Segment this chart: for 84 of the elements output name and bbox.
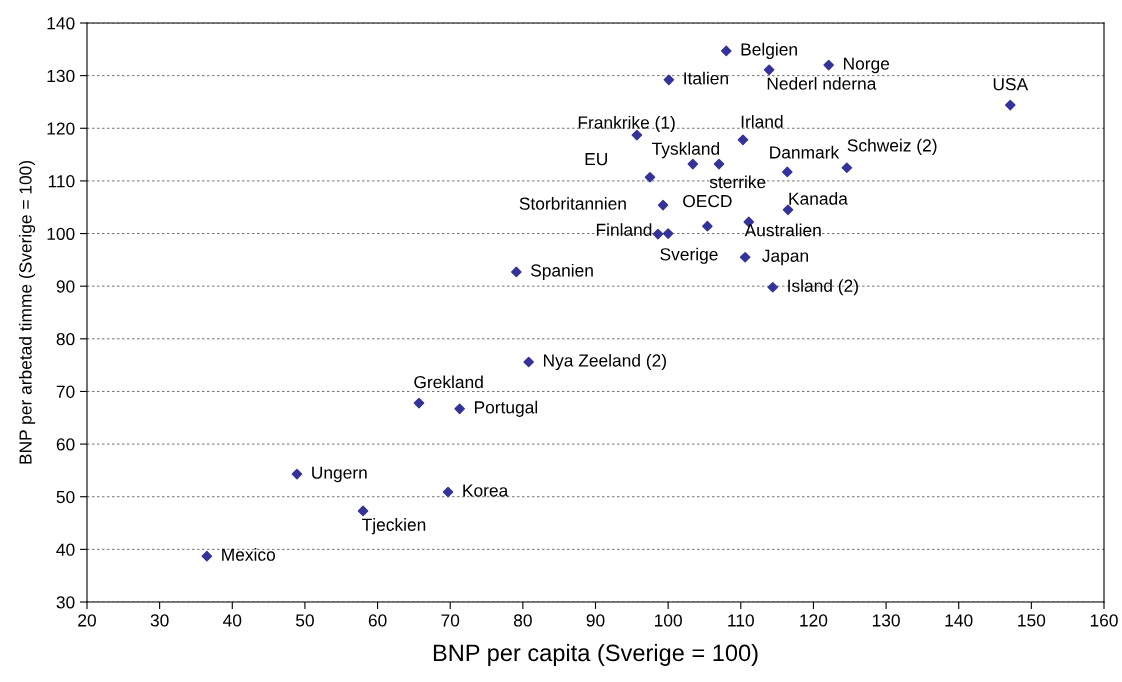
point bbox=[291, 468, 303, 480]
point bbox=[841, 162, 853, 174]
annotation: Portugal bbox=[474, 400, 538, 417]
annotation: Italien bbox=[684, 71, 728, 85]
point bbox=[720, 45, 732, 57]
y-axis-title: BNP per arbetad timme (Sverige = 100) bbox=[18, 161, 36, 464]
annotation: Sverige bbox=[660, 247, 718, 264]
y-tick-label: 120 bbox=[47, 122, 75, 135]
annotation: Tjeckien bbox=[362, 518, 426, 535]
annotation: Storbritannien bbox=[519, 197, 626, 210]
point bbox=[413, 397, 425, 409]
annotation: Schweiz (2) bbox=[847, 138, 937, 155]
y-tick-label: 70 bbox=[56, 385, 75, 398]
annotation: Frankrike (1) bbox=[578, 115, 675, 133]
y-tick-label: 80 bbox=[56, 332, 75, 346]
annotation: USA bbox=[993, 78, 1029, 91]
x-tick-label: 40 bbox=[223, 614, 242, 627]
point bbox=[702, 220, 713, 232]
y-tick-label: 100 bbox=[47, 227, 75, 241]
point bbox=[823, 59, 834, 71]
point bbox=[454, 403, 465, 415]
y-tick-label: 40 bbox=[56, 543, 75, 556]
point bbox=[523, 356, 534, 368]
point bbox=[662, 228, 674, 239]
point bbox=[644, 171, 656, 183]
point bbox=[782, 204, 794, 216]
annotation: Danmark bbox=[770, 145, 840, 159]
point bbox=[763, 64, 775, 76]
point bbox=[201, 550, 213, 562]
x-tick-label: 30 bbox=[150, 614, 169, 627]
point bbox=[767, 281, 779, 293]
annotation: Australien bbox=[744, 223, 821, 237]
y-tick-label: 130 bbox=[47, 69, 75, 83]
annotation: Tyskland bbox=[652, 142, 720, 159]
point bbox=[652, 228, 664, 240]
annotation: Belgien bbox=[741, 42, 797, 59]
x-tick-label: 80 bbox=[513, 614, 532, 627]
annotation: Island (2) bbox=[788, 279, 858, 296]
annotation: OECD bbox=[683, 194, 732, 208]
point bbox=[663, 74, 675, 86]
annotation: Norge bbox=[844, 57, 890, 74]
point bbox=[357, 505, 369, 517]
annotation: Kanada bbox=[789, 192, 848, 205]
annotation: EU bbox=[585, 153, 607, 166]
annotation: Japan bbox=[762, 249, 808, 266]
y-tick-label: 60 bbox=[56, 438, 75, 451]
annotation: Ungern bbox=[312, 466, 367, 483]
annotation: Korea bbox=[463, 484, 509, 497]
point bbox=[442, 486, 454, 498]
point bbox=[511, 266, 522, 278]
annotation: Nederl nderna bbox=[767, 77, 877, 90]
annotation: Nya Zeeland (2) bbox=[543, 353, 666, 371]
y-tick-label: 50 bbox=[56, 490, 75, 504]
annotation: Spanien bbox=[531, 263, 593, 281]
annotation: sterrike bbox=[709, 175, 766, 189]
point bbox=[687, 158, 699, 170]
y-tick-label: 110 bbox=[48, 175, 75, 188]
annotation: Irland bbox=[741, 115, 783, 128]
x-tick-label: 50 bbox=[295, 614, 314, 627]
x-tick-label: 130 bbox=[872, 614, 900, 627]
x-tick-label: 20 bbox=[78, 614, 96, 627]
point bbox=[1004, 99, 1016, 111]
y-tick-label: 90 bbox=[56, 280, 75, 293]
x-tick-label: 70 bbox=[441, 614, 460, 627]
point bbox=[657, 199, 669, 211]
point bbox=[713, 158, 725, 170]
point bbox=[781, 166, 793, 178]
x-tick-label: 110 bbox=[728, 614, 754, 627]
point bbox=[737, 134, 749, 146]
point bbox=[631, 129, 643, 141]
y-tick-label: 30 bbox=[56, 596, 75, 609]
x-tick-label: 160 bbox=[1090, 614, 1118, 627]
x-tick-label: 150 bbox=[1018, 614, 1046, 627]
y-tick-label: 140 bbox=[47, 17, 75, 30]
annotation: Grekland bbox=[414, 375, 483, 389]
x-tick-label: 100 bbox=[654, 614, 682, 627]
x-tick-label: 90 bbox=[586, 614, 605, 627]
point bbox=[739, 251, 751, 263]
annotation: Finland bbox=[596, 223, 652, 236]
annotation: Mexico bbox=[222, 548, 276, 561]
x-tick-label: 140 bbox=[945, 614, 973, 627]
x-axis-title: BNP per capita (Sverige = 100) bbox=[433, 643, 758, 666]
x-tick-label: 60 bbox=[368, 614, 387, 627]
x-tick-label: 120 bbox=[800, 614, 828, 627]
